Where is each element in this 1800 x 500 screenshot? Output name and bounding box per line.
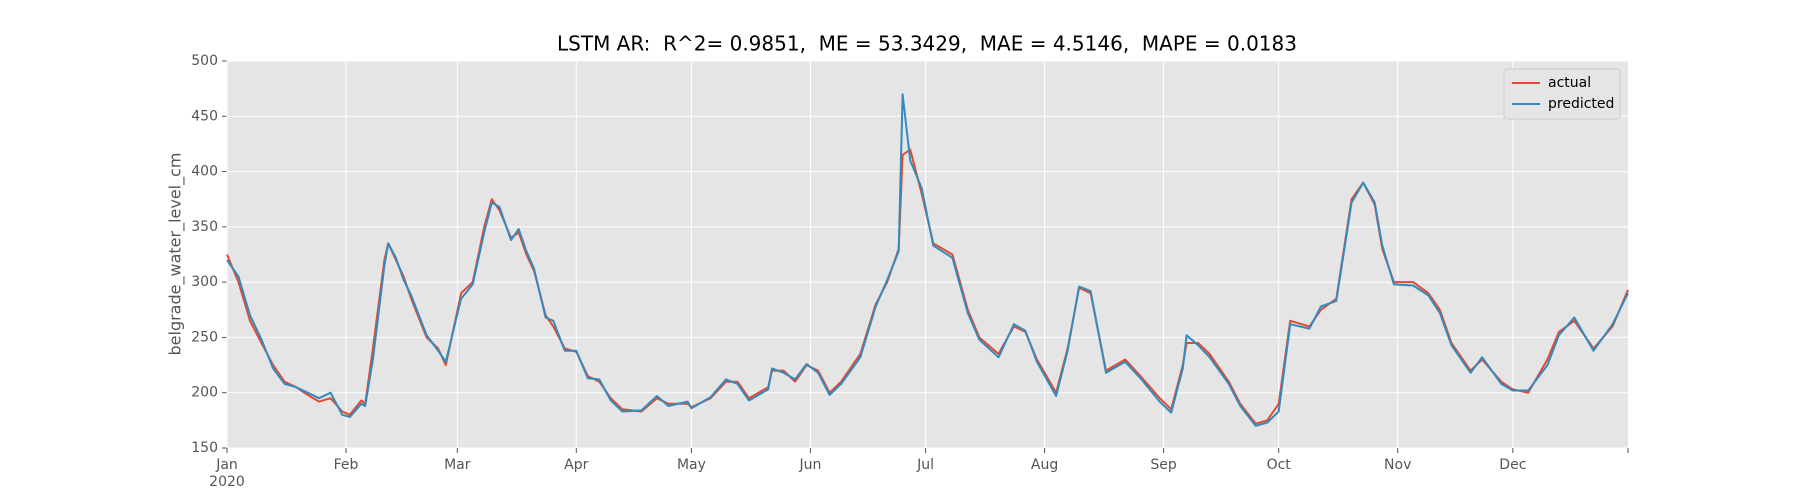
x-tick-label: Aug	[1031, 457, 1058, 473]
legend-label: predicted	[1548, 96, 1614, 112]
legend-label: actual	[1548, 75, 1591, 91]
x-tick-label: Mar	[444, 457, 471, 473]
y-tick-label: 450	[191, 108, 218, 124]
y-tick-label: 250	[191, 329, 218, 345]
y-axis-label: belgrade_water_level_cm	[166, 153, 186, 356]
legend: actual predicted	[1503, 68, 1621, 120]
x-tick-label: May	[677, 457, 706, 473]
x-tick-label: Feb	[334, 457, 359, 473]
x-tick-label: Apr	[564, 457, 588, 473]
x-tick-label: Sep	[1150, 457, 1177, 473]
x-tick-label: Jan 2020	[209, 457, 245, 490]
plot-background	[227, 61, 1628, 448]
legend-box	[1503, 68, 1621, 120]
chart-title: LSTM AR: R^2= 0.9851, ME = 53.3429, MAE …	[557, 32, 1297, 56]
y-tick-label: 300	[191, 274, 218, 290]
y-tick-label: 350	[191, 219, 218, 235]
y-tick-label: 500	[191, 53, 218, 69]
y-tick-label: 150	[191, 440, 218, 456]
x-tick-label: Nov	[1384, 457, 1411, 473]
x-tick-label: Jul	[916, 457, 934, 473]
x-tick-label: Dec	[1499, 457, 1526, 473]
x-tick-label: Oct	[1267, 457, 1292, 473]
y-tick-label: 200	[191, 385, 218, 401]
series-line	[226, 93, 1629, 427]
y-tick-label: 400	[191, 164, 218, 180]
x-tick-label: Jun	[798, 457, 821, 473]
